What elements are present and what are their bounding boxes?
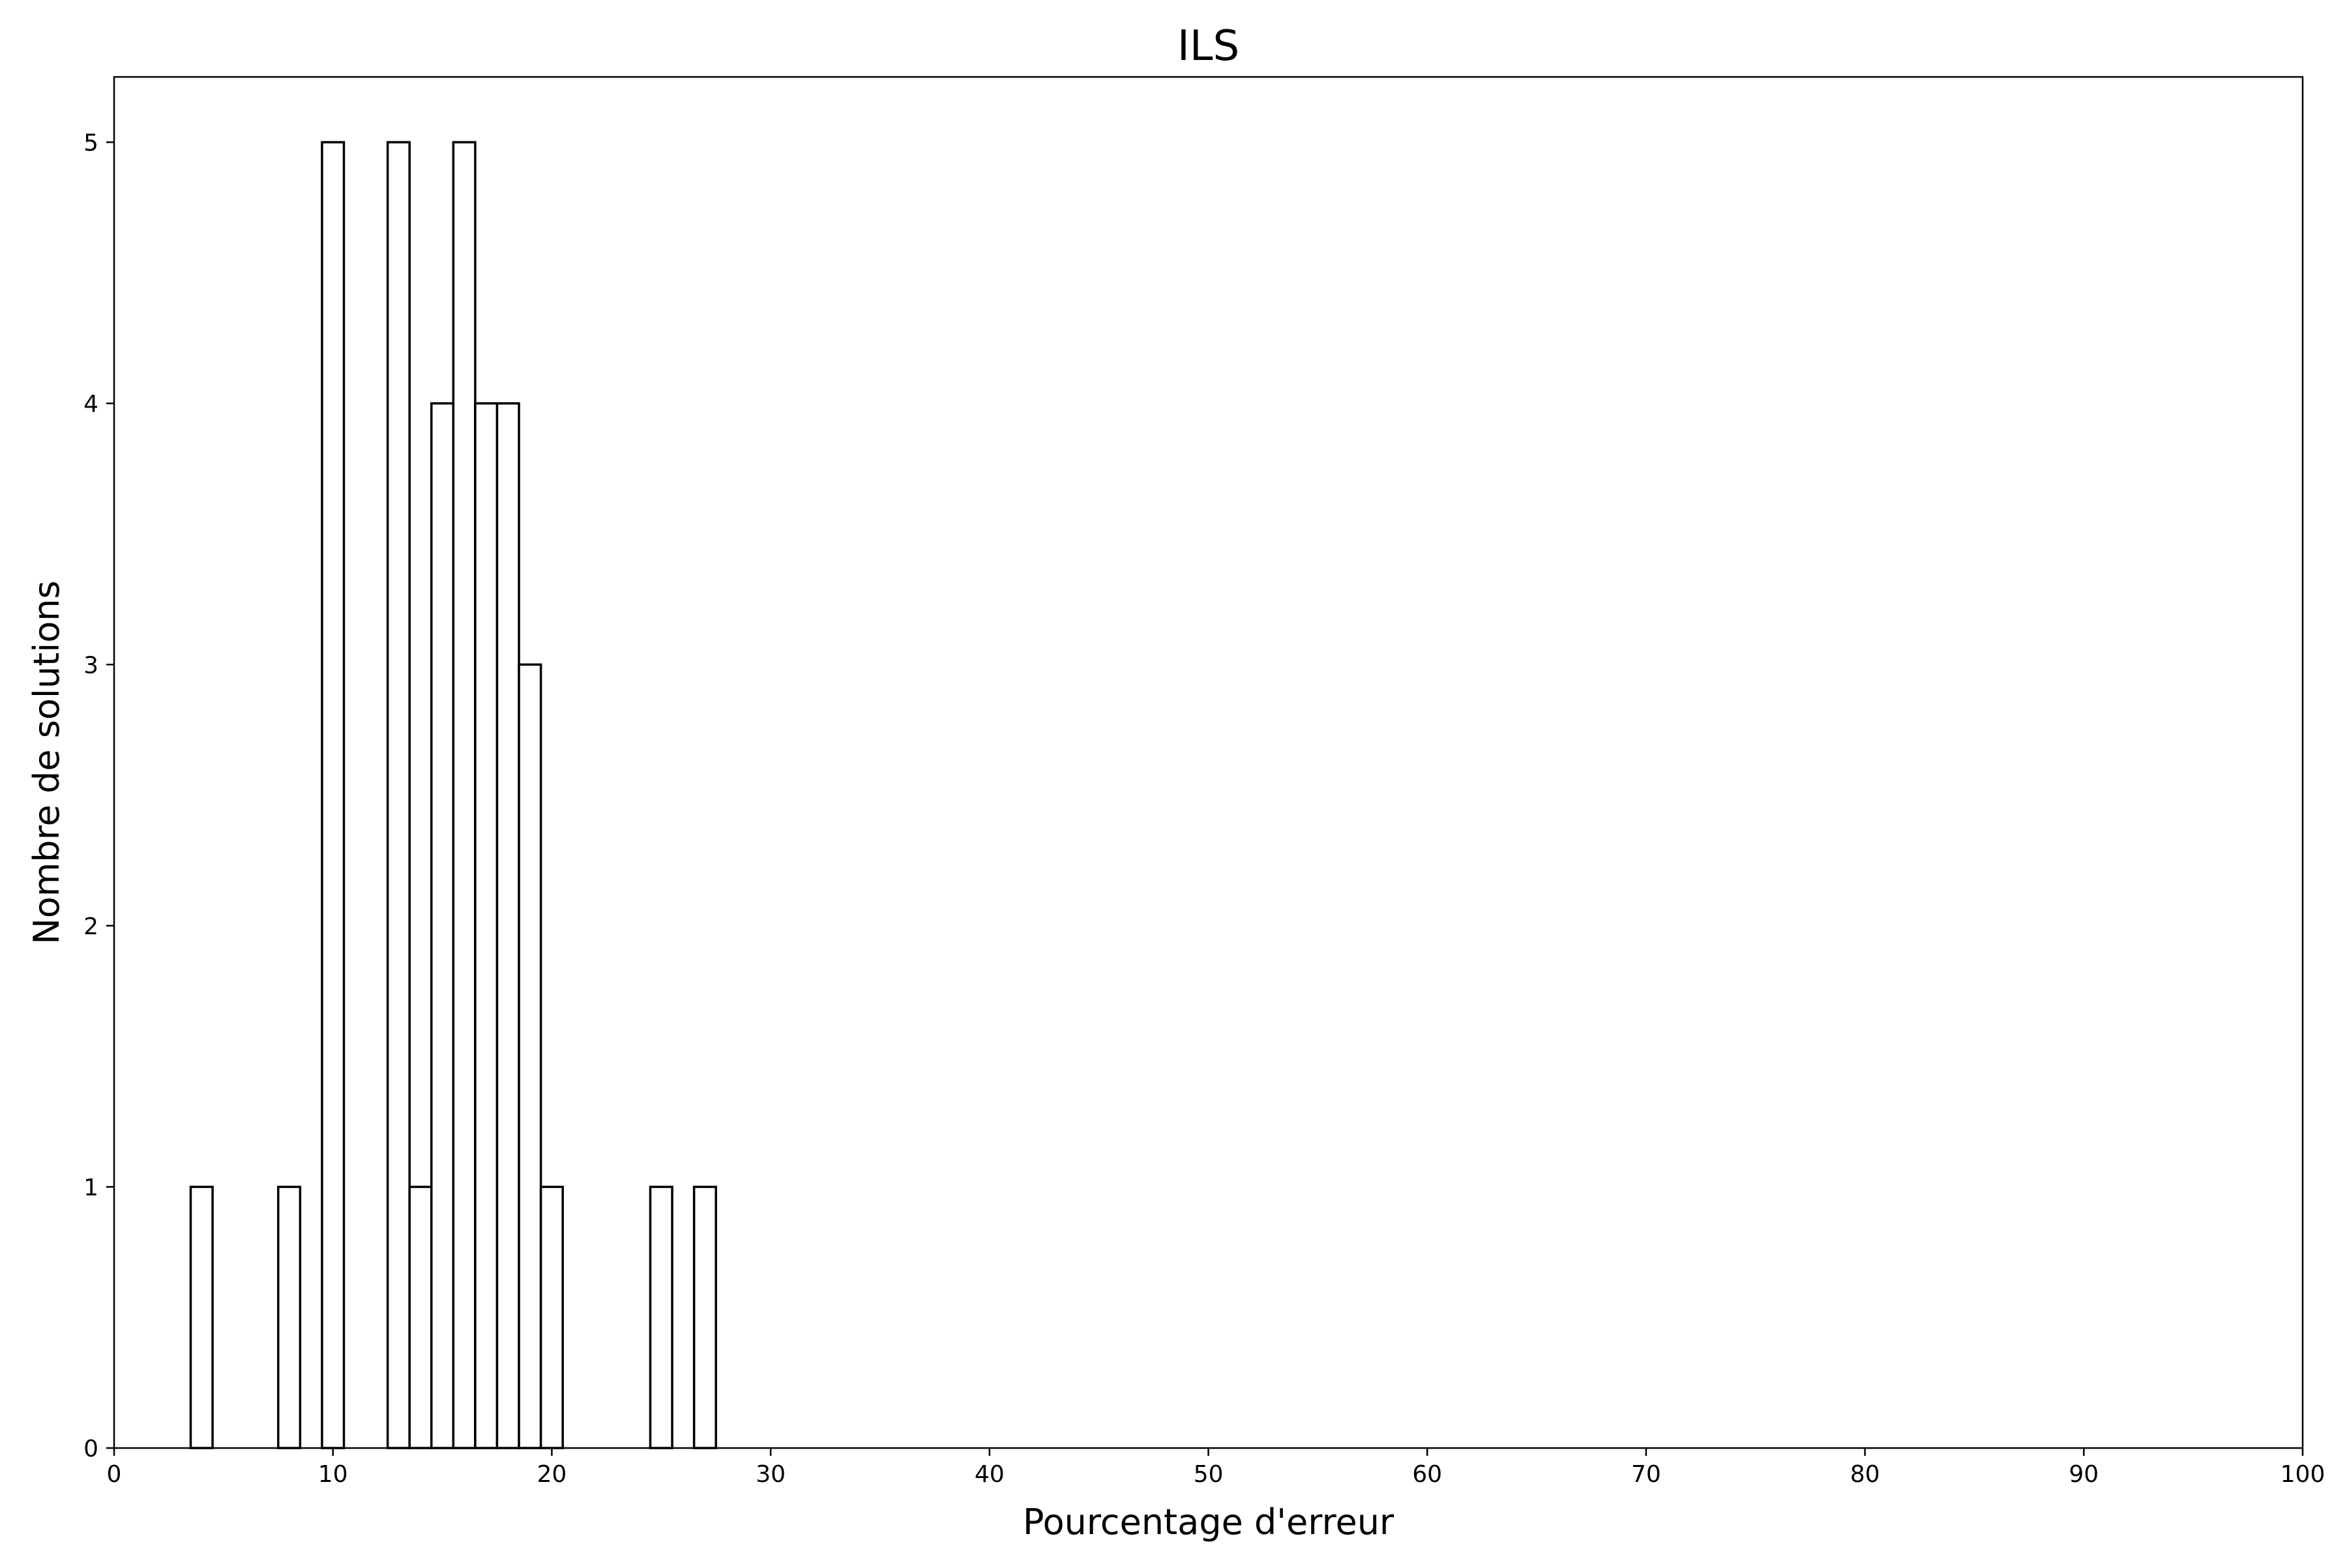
histogram-bar-11 (649, 1185, 673, 1449)
x-tick-label-5: 50 (1194, 1461, 1224, 1488)
histogram-bar-6 (452, 141, 477, 1449)
histogram-bar-0 (189, 1185, 214, 1449)
histogram-bar-2 (321, 141, 346, 1449)
histogram-bar-9 (518, 663, 542, 1449)
histogram-bar-1 (277, 1185, 302, 1449)
histogram-bar-4 (408, 1185, 433, 1449)
y-tick-label-0: 0 (83, 1436, 98, 1462)
histogram-bar-10 (539, 1185, 564, 1449)
x-tick-label-2: 20 (537, 1461, 567, 1488)
x-tick-label-8: 80 (1850, 1461, 1880, 1488)
x-axis-label: Pourcentage d'erreur (1023, 1501, 1395, 1543)
x-tick-label-9: 90 (2069, 1461, 2099, 1488)
y-tick-label-2: 2 (83, 913, 98, 940)
histogram-bar-12 (692, 1185, 717, 1449)
chart-title: ILS (1177, 22, 1239, 70)
x-tick-label-6: 60 (1412, 1461, 1442, 1488)
x-tick-label-1: 10 (318, 1461, 348, 1488)
histogram-bar-5 (430, 402, 455, 1449)
histogram-bar-7 (474, 402, 499, 1449)
x-tick-label-3: 30 (756, 1461, 786, 1488)
x-tick-label-7: 70 (1631, 1461, 1661, 1488)
y-tick-label-4: 4 (83, 391, 98, 418)
y-axis-ticks: 0 1 2 3 4 5 (83, 130, 114, 1462)
x-tick-label-4: 40 (975, 1461, 1005, 1488)
x-tick-label-0: 0 (107, 1461, 122, 1488)
y-tick-label-3: 3 (83, 652, 98, 679)
histogram-bar-3 (386, 141, 411, 1449)
histogram-bar-8 (495, 402, 520, 1449)
y-axis-label: Nombre de solutions (26, 580, 67, 944)
y-tick-label-1: 1 (83, 1174, 98, 1201)
x-tick-label-10: 100 (2281, 1461, 2325, 1488)
x-axis-ticks: 0 10 20 30 40 50 60 70 80 90 100 (107, 1448, 2325, 1488)
y-tick-label-5: 5 (83, 130, 98, 156)
